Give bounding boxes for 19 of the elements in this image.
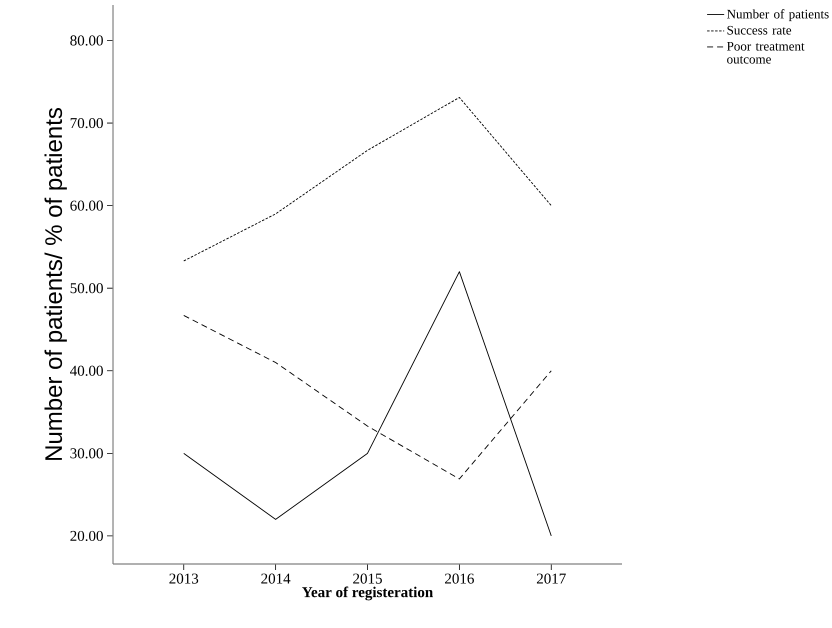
legend-label: Number of patients [726,9,829,22]
x-tick-label: 2014 [261,574,290,584]
x-tick-label: 2016 [445,574,474,584]
x-tick-label: 2013 [169,574,198,584]
y-tick-label: 50.00 [70,283,103,294]
y-tick-label: 70.00 [70,118,103,128]
x-tick-label: 2015 [353,574,382,584]
legend-label: Success rate [727,26,792,35]
y-axis-title: Number of patients/ % of patients [44,108,67,460]
x-axis-title: Year of registeration [302,586,433,600]
y-tick-label: 60.00 [70,200,103,211]
legend-label: Poor treatment outcome [726,42,805,64]
x-tick-label: 2017 [536,574,566,584]
y-tick-label: 40.00 [70,366,103,376]
line-series [183,271,552,536]
y-tick-label: 80.00 [70,35,103,46]
y-tick-label: 30.00 [70,448,103,458]
line-series [183,97,552,262]
y-tick-label: 20.00 [70,530,103,542]
